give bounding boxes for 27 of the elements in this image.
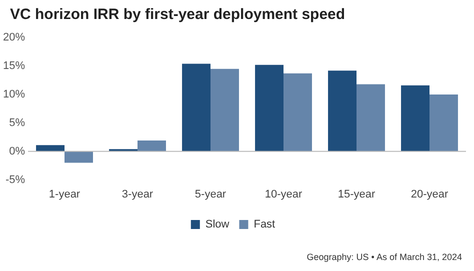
legend-label: Slow [205,218,230,231]
x-tick-label: 20-year [410,188,448,200]
y-tick-label: 20% [2,32,26,44]
bar [356,84,385,152]
y-tick-label: -5% [5,174,26,186]
y-tick-label: 15% [2,60,26,72]
bar [36,145,65,152]
bar [138,140,166,152]
bar [64,151,93,163]
bar [328,70,357,152]
y-tick-label: 10% [2,88,26,101]
bar [430,94,458,152]
x-tick-label: 5-year [194,188,226,200]
bar [210,68,239,152]
legend-label: Fast [254,218,276,231]
x-tick-label: 3-year [122,188,154,200]
text: Geography: US • As of March 31, 2024 [306,252,462,262]
x-tick-label: 10-year [264,188,302,200]
y-tick-label: 0% [9,145,26,158]
x-tick-label: 1-year [48,188,80,200]
x-tick-label: 15-year [338,188,376,200]
bar [255,64,284,152]
bar [284,73,312,152]
y-tick-label: 5% [9,116,26,129]
bar [182,64,211,152]
chart-title: VC horizon IRR by first-year deployment speed [10,6,346,23]
bar [401,85,430,152]
